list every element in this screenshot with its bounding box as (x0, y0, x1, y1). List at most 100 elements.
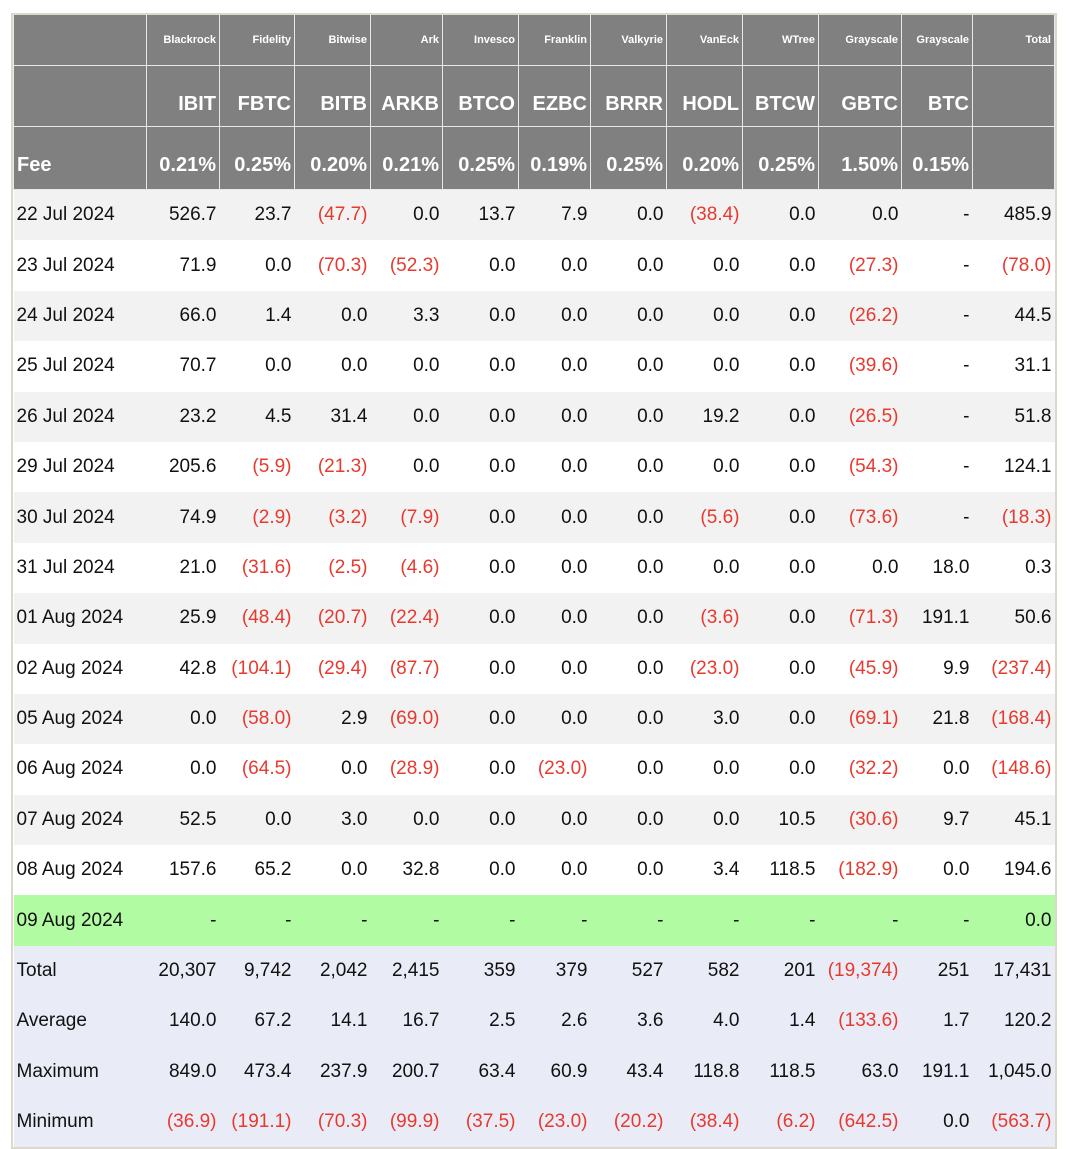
flow-value: - (370, 895, 443, 946)
flow-value: (31.6) (219, 542, 295, 594)
flow-value: 0.0 (518, 643, 591, 694)
row-label: Total (13, 945, 147, 997)
flow-value: (642.5) (818, 1097, 902, 1148)
issuer-header-cell: Grayscale (818, 15, 902, 66)
flow-value: 0.0 (370, 441, 443, 493)
flow-value: 0.0 (742, 693, 819, 745)
flow-value: - (294, 895, 371, 946)
flow-value: (104.1) (219, 643, 295, 694)
issuer-header-cell: Blackrock (146, 15, 220, 66)
flow-value: (38.4) (666, 189, 743, 241)
flow-value: 23.7 (219, 189, 295, 241)
flow-value: (21.3) (294, 441, 371, 493)
daily-flow-row: 06 Aug 2024 0.0 (64.5) 0.0 (28.9) 0.0 (23.0) 0.… (13, 744, 1055, 795)
flow-value: 74.9 (146, 492, 220, 543)
row-label: 05 Aug 2024 (13, 693, 147, 745)
flow-value: 2.6 (518, 996, 591, 1047)
flow-value: 118.5 (742, 845, 819, 896)
flow-value: 9.9 (901, 643, 973, 694)
flow-value: - (518, 895, 591, 946)
flow-value: (29.4) (294, 643, 371, 694)
daily-flow-row: 02 Aug 2024 42.8 (104.1) (29.4) (87.7) 0.0 0.0… (13, 643, 1055, 694)
flow-value: 0.0 (666, 290, 743, 342)
flow-value: (38.4) (666, 1097, 743, 1148)
flow-value: 0.0 (742, 290, 819, 342)
flow-value: 194.6 (972, 845, 1055, 896)
flow-value: (36.9) (146, 1097, 220, 1148)
flow-value: 71.9 (146, 240, 220, 291)
flow-value: 63.4 (442, 1046, 519, 1098)
flow-value: 0.0 (518, 240, 591, 291)
flow-value: (30.6) (818, 794, 902, 846)
summary-row: Total 20,307 9,742 2,042 2,415 359 379 527 582 20… (13, 945, 1055, 997)
flow-value: (237.4) (972, 643, 1055, 694)
ticker-header-cell: BRRR (590, 65, 667, 127)
flow-value: - (901, 895, 973, 946)
flow-value: - (901, 240, 973, 291)
flow-value: (2.9) (219, 492, 295, 543)
daily-flow-row: 05 Aug 2024 0.0 (58.0) 2.9 (69.0) 0.0 0.0 0.0 3.… (13, 693, 1055, 745)
flow-value: (37.5) (442, 1097, 519, 1148)
flow-value: 0.0 (442, 643, 519, 694)
flow-value: 379 (518, 945, 591, 997)
flow-value: 527 (590, 945, 667, 997)
flow-value: (22.4) (370, 593, 443, 644)
flow-value: 0.0 (518, 693, 591, 745)
flow-value: 7.9 (518, 189, 591, 241)
ticker-header-cell: GBTC (818, 65, 902, 127)
flow-value: 0.0 (518, 542, 591, 594)
flow-value: 65.2 (219, 845, 295, 896)
flow-value: (58.0) (219, 693, 295, 745)
ticker-header-cell: IBIT (146, 65, 220, 127)
daily-flow-row: 24 Jul 2024 66.0 1.4 0.0 3.3 0.0 0.0 0.0 0.0 0.0(… (13, 290, 1055, 342)
flow-value: 0.0 (518, 441, 591, 493)
etf-flows-table: Blackrock Fidelity Bitwise Ark Invesco Frankl… (13, 15, 1055, 1148)
flow-value: 0.0 (294, 341, 371, 392)
flow-value: 4.0 (666, 996, 743, 1047)
flow-value: 140.0 (146, 996, 220, 1047)
flow-value: 25.9 (146, 593, 220, 644)
flow-value: (133.6) (818, 996, 902, 1047)
summary-row: Average 140.0 67.2 14.1 16.7 2.5 2.6 3.6 4.0 1.4(… (13, 996, 1055, 1047)
flow-value: 16.7 (370, 996, 443, 1047)
flow-value: 0.0 (742, 492, 819, 543)
flow-value: 0.0 (666, 441, 743, 493)
flow-value: - (219, 895, 295, 946)
flow-value: - (818, 895, 902, 946)
flow-value: 0.0 (590, 643, 667, 694)
flow-value: 849.0 (146, 1046, 220, 1098)
fee-header-cell: 0.25% (219, 126, 295, 190)
flow-value: 0.0 (294, 845, 371, 896)
flow-value: - (666, 895, 743, 946)
flow-value: 237.9 (294, 1046, 371, 1098)
row-label: Minimum (13, 1097, 147, 1148)
flow-value: (191.1) (219, 1097, 295, 1148)
daily-flow-row: 01 Aug 2024 25.9 (48.4) (20.7) (22.4) 0.0 0.0 0… (13, 593, 1055, 644)
flow-value: 14.1 (294, 996, 371, 1047)
flow-value: 0.0 (901, 1097, 973, 1148)
row-label: 30 Jul 2024 (13, 492, 147, 543)
flow-value: 0.0 (219, 240, 295, 291)
flow-value: 52.5 (146, 794, 220, 846)
ticker-header-cell: HODL (666, 65, 743, 127)
flow-value: (23.0) (518, 1097, 591, 1148)
flow-value: (7.9) (370, 492, 443, 543)
row-label: 23 Jul 2024 (13, 240, 147, 291)
flow-value: (2.5) (294, 542, 371, 594)
flow-value: 70.7 (146, 341, 220, 392)
fee-header-cell: 0.25% (590, 126, 667, 190)
issuer-header-cell: Fidelity (219, 15, 295, 66)
flow-value: 2,042 (294, 945, 371, 997)
flow-value: 526.7 (146, 189, 220, 241)
ticker-header-cell (13, 65, 147, 127)
etf-flows-table-container: Blackrock Fidelity Bitwise Ark Invesco Frankl… (11, 13, 1057, 1149)
row-label: Average (13, 996, 147, 1047)
flow-value: 0.0 (590, 441, 667, 493)
flow-value: (39.6) (818, 341, 902, 392)
daily-flow-row: 25 Jul 2024 70.7 0.0 0.0 0.0 0.0 0.0 0.0 0.0 0.0(… (13, 341, 1055, 392)
summary-row: Minimum (36.9) (191.1) (70.3) (99.9) (37.5) (2… (13, 1097, 1055, 1148)
flow-value: 0.0 (972, 895, 1055, 946)
flow-value: 3.3 (370, 290, 443, 342)
flow-value: 0.0 (666, 794, 743, 846)
flow-value: 60.9 (518, 1046, 591, 1098)
